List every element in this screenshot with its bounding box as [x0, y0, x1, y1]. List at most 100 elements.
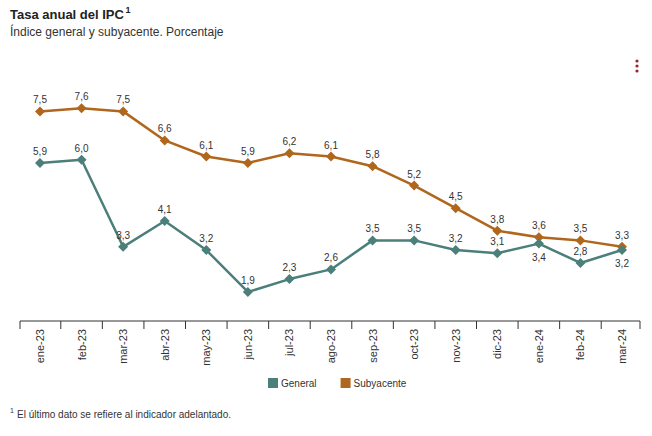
- menu-dot: [635, 64, 638, 67]
- data-label: 7,5: [33, 94, 47, 105]
- x-tick-label: may-23: [200, 329, 212, 366]
- data-label: 3,3: [615, 230, 629, 241]
- x-tick-label: mar-23: [117, 329, 129, 364]
- x-tick-label: oct-23: [408, 329, 420, 360]
- series-marker: [77, 155, 87, 165]
- x-tick: [601, 321, 602, 329]
- menu-dot: [635, 59, 638, 62]
- data-label: 3,4: [532, 252, 546, 263]
- series-marker: [451, 203, 461, 213]
- series-marker: [243, 287, 253, 297]
- x-tick: [143, 321, 144, 329]
- series-marker: [326, 264, 336, 274]
- x-axis-line: [20, 321, 640, 322]
- data-label: 2,8: [573, 246, 587, 257]
- x-tick: [351, 321, 352, 329]
- legend-label: General: [281, 378, 317, 389]
- series-marker: [77, 103, 87, 113]
- data-label: 3,2: [615, 258, 629, 269]
- legend-label: Subyacente: [354, 378, 407, 389]
- series-marker: [368, 161, 378, 171]
- x-tick-label: feb-24: [574, 329, 586, 360]
- x-tick: [393, 321, 394, 329]
- x-tick: [559, 321, 560, 329]
- data-label: 6,1: [199, 140, 213, 151]
- series-marker: [409, 181, 419, 191]
- data-label: 6,6: [158, 123, 172, 134]
- data-labels: 5,96,03,34,13,21,92,32,63,53,53,23,13,42…: [33, 91, 629, 286]
- data-label: 7,6: [75, 91, 89, 102]
- data-label: 2,6: [324, 252, 338, 263]
- x-tick-label: ene-24: [533, 329, 545, 363]
- series-line: [40, 108, 622, 247]
- series-marker: [617, 245, 627, 255]
- data-label: 5,8: [366, 149, 380, 160]
- data-label: 4,5: [449, 191, 463, 202]
- series-marker: [326, 152, 336, 162]
- data-label: 3,1: [490, 236, 504, 247]
- footnote: El último dato se refiere al indicador a…: [17, 409, 231, 420]
- title-marker: 1: [126, 5, 131, 15]
- chart: Tasa anual del IPC1Índice general y suby…: [0, 0, 652, 436]
- data-label: 1,9: [241, 275, 255, 286]
- series-marker: [575, 235, 585, 245]
- x-tick-label: dic-23: [491, 329, 503, 359]
- series-marker: [201, 152, 211, 162]
- data-label: 2,3: [282, 262, 296, 273]
- x-tick: [518, 321, 519, 329]
- x-tick: [434, 321, 435, 329]
- x-tick: [310, 321, 311, 329]
- x-tick-label: mar-24: [616, 329, 628, 364]
- data-label: 6,0: [75, 143, 89, 154]
- data-label: 3,5: [366, 223, 380, 234]
- footnote-marker: 1: [10, 407, 14, 414]
- x-tick-label: ene-23: [34, 329, 46, 363]
- menu-dot: [635, 69, 638, 72]
- series-marker: [35, 106, 45, 116]
- data-label: 5,2: [407, 169, 421, 180]
- series-marker: [534, 239, 544, 249]
- x-tick-label: ago-23: [325, 329, 337, 363]
- x-tick: [476, 321, 477, 329]
- series-marker: [284, 274, 294, 284]
- legend-swatch: [268, 378, 278, 388]
- data-label: 3,6: [532, 220, 546, 231]
- x-tick-label: jul-23: [283, 329, 295, 357]
- data-label: 3,5: [573, 223, 587, 234]
- series-marker: [118, 106, 128, 116]
- data-label: 3,2: [449, 233, 463, 244]
- data-label: 3,2: [199, 233, 213, 244]
- data-label: 5,9: [33, 146, 47, 157]
- x-tick: [640, 321, 641, 329]
- x-tick-label: abr-23: [159, 329, 171, 361]
- legend-swatch: [341, 378, 351, 388]
- series-marker: [409, 235, 419, 245]
- x-tick: [185, 321, 186, 329]
- data-label: 6,1: [324, 140, 338, 151]
- series-marker: [284, 148, 294, 158]
- data-label: 7,5: [116, 94, 130, 105]
- data-label: 6,2: [282, 136, 296, 147]
- series-marker: [201, 245, 211, 255]
- x-tick-label: sep-23: [367, 329, 379, 363]
- series-marker: [451, 245, 461, 255]
- series-marker: [575, 258, 585, 268]
- x-tick-label: jun-23: [242, 329, 254, 361]
- subtitle: Índice general y subyacente. Porcentaje: [10, 24, 224, 39]
- title: Tasa anual del IPC: [10, 7, 125, 22]
- x-tick: [268, 321, 269, 329]
- series-marker: [160, 135, 170, 145]
- series-marker: [160, 216, 170, 226]
- x-tick-label: nov-23: [450, 329, 462, 363]
- x-tick: [102, 321, 103, 329]
- legend: General Subyacente: [268, 378, 407, 389]
- data-label: 3,3: [116, 230, 130, 241]
- x-tick-label: feb-23: [76, 329, 88, 360]
- x-tick: [60, 321, 61, 329]
- data-label: 5,9: [241, 146, 255, 157]
- series-marker: [368, 235, 378, 245]
- series-marker: [492, 226, 502, 236]
- data-label: 3,8: [490, 214, 504, 225]
- x-tick: [20, 321, 21, 329]
- data-label: 3,5: [407, 223, 421, 234]
